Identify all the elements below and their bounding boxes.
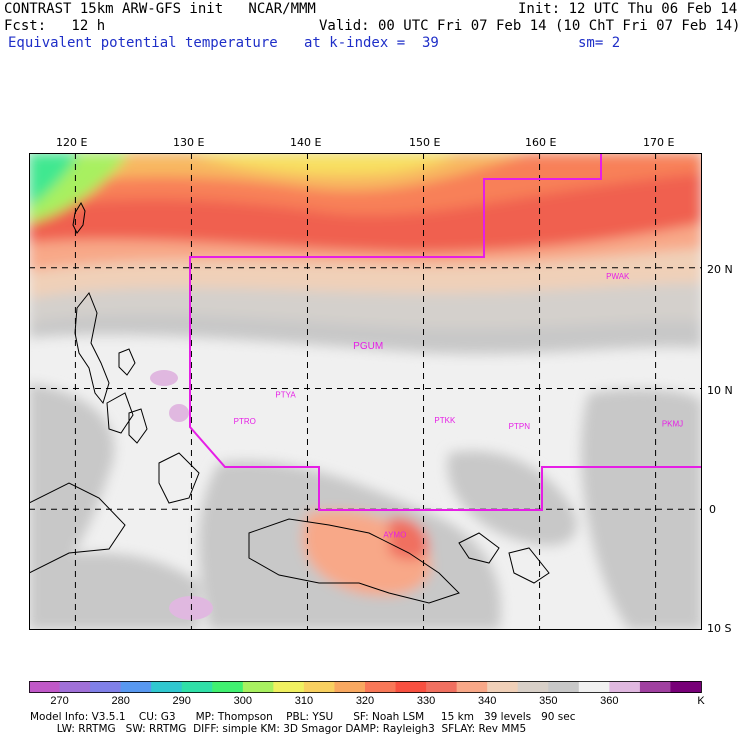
station-markers: PGUM PTYA PTRO PTKK PTPN PKMJ PWAK AYMO [234,272,684,539]
colorbar-swatch [487,681,519,693]
colorbar-swatch [609,681,641,693]
colorbar-swatch [29,681,61,693]
colorbar: 270 280 290 300 310 320 330 340 350 360 … [29,681,705,707]
colorbar-swatch [242,681,274,693]
lat-label-10s: 10 S [707,622,732,635]
colorbar-tick-300: 300 [234,695,252,707]
colorbar-swatch [151,681,183,693]
smoothing-label: sm= 2 [578,35,621,51]
colorbar-swatch [59,681,91,693]
colorbar-swatch [426,681,458,693]
lon-label-170: 170 E [643,136,675,149]
lon-label-130: 130 E [173,136,205,149]
colorbar-swatch [212,681,244,693]
lon-label-140: 140 E [290,136,322,149]
colorbar-swatch [181,681,213,693]
colorbar-tick-320: 320 [356,695,374,707]
colorbar-swatch [395,681,427,693]
colorbar-frame [29,681,702,693]
plot-title: CONTRAST 15km ARW-GFS init NCAR/MMM [4,1,316,17]
model-info-line-2: LW: RRTMG SW: RRTMG DIFF: simple KM: 3D … [30,723,527,735]
colorbar-tick-330: 330 [417,695,435,707]
colorbar-swatch [639,681,671,693]
colorbar-swatch [334,681,366,693]
colorbar-swatch [578,681,610,693]
colorbar-swatch [120,681,152,693]
theta-e-shading [29,153,702,630]
colorbar-swatch [670,681,702,693]
lon-label-150: 150 E [409,136,441,149]
station-ptkk: PTKK [434,416,456,425]
colorbar-tick-340: 340 [478,695,496,707]
colorbar-tick-270: 270 [50,695,68,707]
lat-label-20n: 20 N [707,263,733,276]
domain-boundary-line [189,153,702,511]
station-pgum: PGUM [353,341,383,352]
station-ptpn: PTPN [509,422,531,431]
colorbar-tick-290: 290 [173,695,191,707]
station-aymo: AYMO [383,531,406,540]
colorbar-tick-labels: 270 280 290 300 310 320 330 340 350 360 [50,695,618,707]
colorbar-swatch [456,681,488,693]
colorbar-swatch [90,681,122,693]
colorbar-swatch [273,681,305,693]
station-ptya: PTYA [275,391,296,400]
field-name: Equivalent potential temperature [8,35,278,51]
colorbar-swatch [548,681,580,693]
colorbar-tick-310: 310 [295,695,313,707]
station-pkmj: PKMJ [662,420,683,429]
map-frame [29,153,702,630]
valid-time: Valid: 00 UTC Fri 07 Feb 14 (10 ChT Fri … [319,18,740,34]
lon-label-120: 120 E [56,136,88,149]
lon-label-160: 160 E [525,136,557,149]
colorbar-swatch [303,681,335,693]
init-time: Init: 12 UTC Thu 06 Feb 14 [518,1,738,17]
colorbar-swatches [29,681,702,693]
coastlines [29,201,550,604]
colorbar-swatch [517,681,549,693]
station-pwak: PWAK [606,272,630,281]
lat-label-0: 0 [709,503,716,516]
colorbar-unit: K [697,695,705,707]
map-panel: PGUM PTYA PTRO PTKK PTPN PKMJ PWAK AYMO [29,153,702,630]
level-label: at k-index = 39 [304,35,439,51]
forecast-hour: Fcst: 12 h [4,18,106,34]
colorbar-tick-360: 360 [600,695,618,707]
colorbar-tick-280: 280 [111,695,129,707]
model-info-line-1: Model Info: V3.5.1 CU: G3 MP: Thompson P… [30,711,576,723]
lat-label-10n: 10 N [707,384,733,397]
station-ptro: PTRO [234,417,256,426]
lat-lon-grid [29,153,702,630]
colorbar-tick-350: 350 [539,695,557,707]
colorbar-swatch [365,681,397,693]
